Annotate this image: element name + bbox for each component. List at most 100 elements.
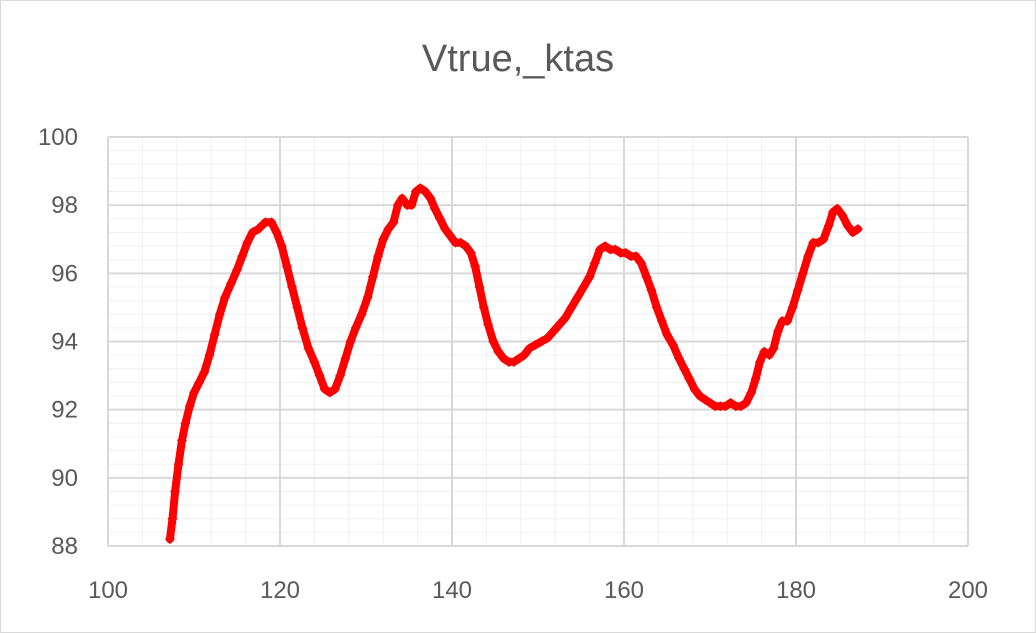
data-point (842, 220, 853, 231)
data-point (474, 281, 485, 292)
data-point (615, 247, 626, 258)
data-point (180, 418, 191, 429)
data-point (754, 356, 765, 367)
data-point (646, 285, 657, 296)
data-point (730, 401, 741, 412)
data-point (242, 237, 253, 248)
x-tick-label: 100 (88, 577, 128, 604)
data-point (460, 241, 471, 252)
data-point (397, 193, 408, 204)
data-point (225, 278, 236, 289)
data-point (420, 186, 431, 197)
data-point (768, 343, 779, 354)
data-point (204, 350, 215, 361)
data-point (367, 271, 378, 282)
data-point (219, 292, 230, 303)
data-point (330, 384, 341, 395)
x-tick-label: 180 (776, 577, 816, 604)
data-point (170, 486, 181, 497)
x-tick-label: 160 (604, 577, 644, 604)
data-point (797, 268, 808, 279)
data-point (777, 316, 788, 327)
data-point (209, 329, 220, 340)
data-point (345, 336, 356, 347)
data-point (253, 224, 264, 235)
data-point (303, 343, 314, 354)
data-point (383, 224, 394, 235)
x-axis-tick-labels: 100 120 140 160 180 200 (88, 577, 988, 604)
data-point (554, 319, 565, 330)
data-point (656, 316, 667, 327)
data-point (281, 261, 292, 272)
data-point (164, 534, 175, 545)
data-point (314, 370, 325, 381)
data-point (362, 292, 373, 303)
data-point (625, 251, 636, 262)
x-tick-label: 200 (948, 577, 988, 604)
data-point (406, 200, 417, 211)
data-point (297, 322, 308, 333)
data-point (578, 281, 589, 292)
data-point (674, 353, 685, 364)
data-point (641, 271, 652, 282)
x-tick-label: 120 (260, 577, 300, 604)
y-tick-label: 98 (51, 192, 78, 219)
data-point (548, 326, 559, 337)
data-point (818, 234, 829, 245)
data-point (276, 241, 287, 252)
data-point (373, 251, 384, 262)
major-gridlines (107, 136, 969, 547)
data-point (741, 397, 752, 408)
data-point (350, 322, 361, 333)
data-point (679, 363, 690, 374)
data-point (782, 316, 793, 327)
data-point (356, 309, 367, 320)
data-point (584, 271, 595, 282)
data-point (470, 261, 481, 272)
data-point (503, 356, 514, 367)
chart-title: Vtrue,_ktas (421, 38, 615, 80)
y-tick-label: 94 (51, 329, 78, 356)
data-point (772, 326, 783, 337)
data-point (589, 258, 600, 269)
data-point (668, 339, 679, 350)
data-point (803, 251, 814, 262)
data-point (631, 251, 642, 262)
data-point (214, 309, 225, 320)
data-point (199, 367, 210, 378)
y-tick-label: 90 (51, 465, 78, 492)
data-point (519, 350, 530, 361)
data-point (808, 237, 819, 248)
data-point (167, 513, 178, 524)
data-point (478, 302, 489, 313)
data-point (429, 203, 440, 214)
data-point (335, 370, 346, 381)
data-point (247, 227, 258, 238)
data-point (750, 373, 761, 384)
data-point (792, 285, 803, 296)
data-point (764, 350, 775, 361)
data-point (560, 312, 571, 323)
y-tick-label: 88 (51, 533, 78, 560)
data-point (292, 302, 303, 313)
data-point (572, 292, 583, 303)
data-point (746, 387, 757, 398)
data-point (176, 435, 187, 446)
data-point (488, 336, 499, 347)
data-point (605, 244, 616, 255)
data-point (837, 210, 848, 221)
data-point (378, 234, 389, 245)
data-point (710, 401, 721, 412)
data-point (684, 373, 695, 384)
data-point (440, 224, 451, 235)
data-point (237, 251, 248, 262)
data-point (651, 302, 662, 313)
data-point (425, 193, 436, 204)
data-point (542, 333, 553, 344)
data-point (271, 227, 282, 238)
data-point (450, 237, 461, 248)
data-point (493, 346, 504, 357)
data-point (445, 230, 456, 241)
data-point (832, 203, 843, 214)
